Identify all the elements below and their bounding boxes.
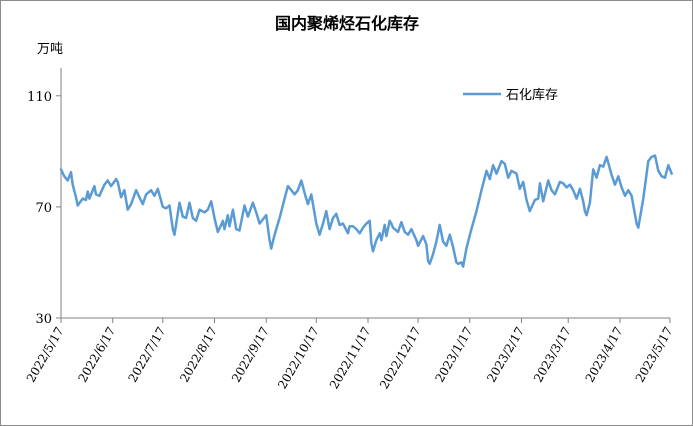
series-line	[59, 154, 673, 268]
x-tick-label: 2022/12/17	[377, 325, 424, 392]
x-tick-label: 2023/1/17	[432, 325, 475, 385]
x-tick-label: 2023/4/17	[583, 325, 626, 385]
x-tick-label: 2023/2/17	[484, 325, 527, 385]
series-group	[59, 154, 673, 268]
y-tick-label: 110	[27, 90, 52, 105]
y-tick-label: 30	[35, 312, 52, 327]
x-tick-labels: 2022/5/17 2022/6/17 2022/7/17 2022/8/17 2022…	[24, 325, 676, 392]
x-tick-label: 2022/11/17	[327, 325, 374, 392]
x-tick-label: 2022/10/17	[275, 325, 322, 392]
x-tick-label: 2022/7/17	[125, 325, 168, 385]
y-tick-label: 70	[35, 201, 52, 216]
x-tick-label: 2022/5/17	[24, 325, 67, 385]
x-tick-label: 2023/3/17	[531, 325, 574, 385]
axes	[56, 68, 671, 323]
x-tick-label: 2022/9/17	[229, 325, 272, 385]
x-tick-label: 2023/5/17	[633, 325, 676, 385]
legend: 石化库存	[463, 87, 558, 103]
legend-label: 石化库存	[506, 87, 558, 103]
x-tick-label: 2022/8/17	[177, 325, 220, 385]
y-axis-unit: 万吨	[37, 42, 63, 57]
x-tick-label: 2022/6/17	[75, 325, 118, 385]
chart-title: 国内聚烯烃石化库存	[275, 14, 419, 33]
y-tick-labels: 30 70 110	[27, 90, 52, 327]
